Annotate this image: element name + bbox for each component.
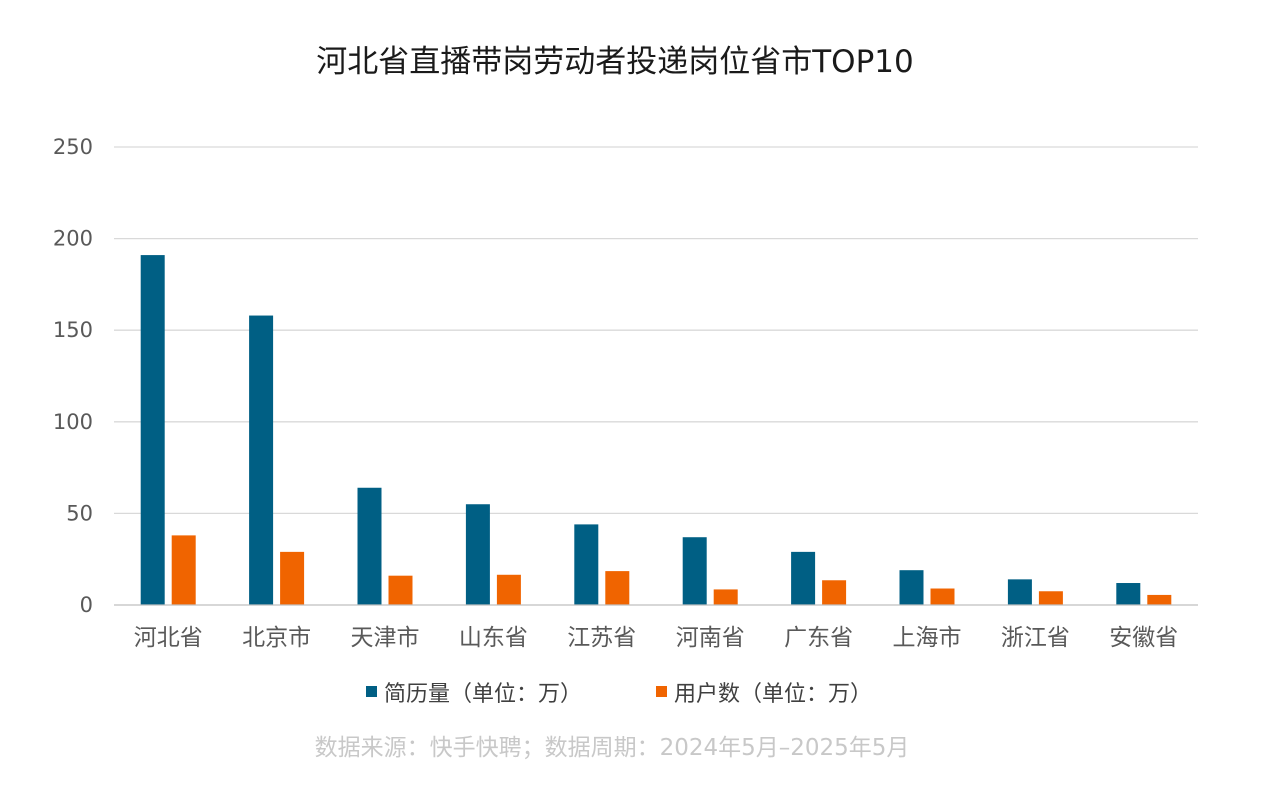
bar-users xyxy=(496,574,521,605)
legend: 简历量（单位：万） 用户数（单位：万） xyxy=(366,682,872,707)
x-category-label: 天津市 xyxy=(351,625,420,651)
bars-layer xyxy=(140,255,1172,605)
y-tick-label: 0 xyxy=(80,593,93,617)
bar-users xyxy=(605,571,630,605)
bar-resumes xyxy=(140,255,165,605)
bar-users xyxy=(171,535,196,605)
y-tick-label: 150 xyxy=(53,318,93,342)
x-category-label: 江苏省 xyxy=(567,625,636,651)
legend-label-resumes: 简历量（单位：万） xyxy=(384,682,582,707)
x-category-label: 安徽省 xyxy=(1109,625,1178,651)
x-category-label: 北京市 xyxy=(242,625,311,651)
bar-users xyxy=(1147,594,1172,605)
bar-users xyxy=(713,589,738,605)
x-category-label: 河南省 xyxy=(676,625,745,651)
bar-resumes xyxy=(899,570,924,605)
legend-label-users: 用户数（单位：万） xyxy=(674,682,872,707)
y-tick-label: 100 xyxy=(53,410,93,434)
y-tick-label: 200 xyxy=(53,227,93,251)
x-axis-labels: 河北省 北京市 天津市 山东省 江苏省 河南省 广东省 上海市 浙江省 安徽省 xyxy=(134,625,1179,651)
bar-users xyxy=(930,588,955,605)
bar-users xyxy=(1038,591,1063,605)
legend-swatch-users xyxy=(656,686,667,697)
bar-resumes xyxy=(357,487,382,605)
y-tick-label: 250 xyxy=(53,135,93,159)
grid-layer xyxy=(114,146,1198,515)
y-axis-ticks: 0 50 100 150 200 250 xyxy=(53,135,93,617)
source-note: 数据来源：快手快聘；数据周期：2024年5月–2025年5月 xyxy=(315,735,910,761)
bar-users xyxy=(822,580,847,605)
bar-users xyxy=(280,551,305,605)
x-category-label: 浙江省 xyxy=(1001,625,1070,651)
bar-resumes xyxy=(574,524,599,605)
x-category-label: 广东省 xyxy=(784,625,853,651)
bar-resumes xyxy=(791,551,816,605)
bar-users xyxy=(388,575,413,605)
bar-resumes xyxy=(682,537,707,605)
bar-resumes xyxy=(465,504,490,605)
bar-resumes xyxy=(249,315,274,605)
chart-title: 河北省直播带岗劳动者投递岗位省市TOP10 xyxy=(316,44,913,80)
x-category-label: 河北省 xyxy=(134,625,203,651)
legend-swatch-resumes xyxy=(366,686,377,697)
y-tick-label: 50 xyxy=(66,501,93,525)
x-category-label: 山东省 xyxy=(459,625,528,651)
bar-resumes xyxy=(1116,583,1141,605)
x-category-label: 上海市 xyxy=(893,625,962,651)
bar-resumes xyxy=(1007,579,1032,605)
